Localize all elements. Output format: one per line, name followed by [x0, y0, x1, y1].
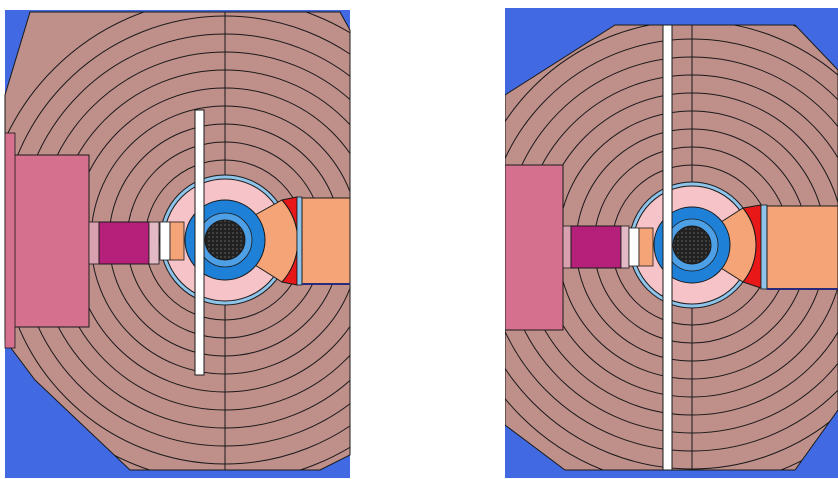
- left-pink-block: [4, 154, 90, 328]
- magenta-block: [98, 221, 150, 265]
- salmon-channel: [638, 227, 654, 267]
- right-configuration-panel: [505, 0, 838, 479]
- red-strip: [742, 204, 762, 289]
- right-thin-strip: [760, 204, 768, 290]
- vertical-white-slot: [662, 24, 673, 471]
- magenta-gap: [148, 221, 160, 265]
- salmon-channel: [169, 221, 185, 261]
- right-configuration-diagram: [505, 8, 838, 478]
- core-center: [672, 225, 712, 265]
- vertical-white-slot: [194, 109, 205, 376]
- white-channel: [628, 227, 640, 267]
- left-pink-block: [505, 164, 564, 331]
- right-thin-strip: [296, 196, 303, 286]
- white-channel: [159, 221, 171, 261]
- left-configuration-diagram: [4, 10, 351, 478]
- right-salmon-block: [766, 205, 838, 290]
- core-center: [204, 219, 246, 261]
- right-salmon-block: [301, 197, 351, 285]
- magenta-gap: [620, 225, 630, 269]
- left-pink-edge: [4, 132, 16, 349]
- connector-block: [562, 225, 572, 269]
- connector-block: [88, 221, 100, 265]
- magenta-block: [570, 225, 622, 269]
- left-configuration-panel: [0, 0, 352, 479]
